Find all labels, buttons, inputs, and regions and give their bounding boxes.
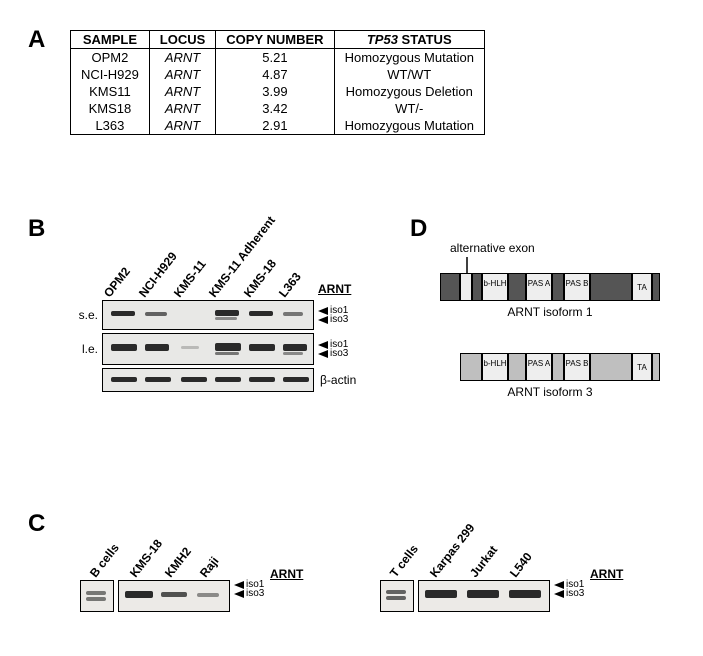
table-row: OPM2ARNT5.21Homozygous Mutation <box>71 49 485 67</box>
blot-row-le: l.e. iso1 iso3 <box>70 333 356 365</box>
blot-row-se: s.e. iso1 iso3 <box>70 300 356 330</box>
table-a: SAMPLE LOCUS COPY NUMBER TP53 STATUS OPM… <box>70 30 485 135</box>
lane-labels-b: OPM2 NCI-H929 KMS-11 KMS-11 Adherent KMS… <box>70 220 330 300</box>
table-row: SAMPLE LOCUS COPY NUMBER TP53 STATUS <box>71 31 485 49</box>
blot-se <box>102 300 314 330</box>
panel-a-label: A <box>28 26 45 54</box>
blot-c-right <box>418 580 550 612</box>
col-sample: SAMPLE <box>71 31 150 49</box>
isoform3-bar: b-HLH PAS A PAS B TA <box>460 353 660 381</box>
panel-d-label: D <box>410 215 427 243</box>
panel-d: alternative exon b-HLH PAS A PAS B TA AR… <box>440 245 660 399</box>
figure: A SAMPLE LOCUS COPY NUMBER TP53 STATUS O… <box>20 20 683 636</box>
panel-b: OPM2 NCI-H929 KMS-11 KMS-11 Adherent KMS… <box>70 220 356 395</box>
col-copy: COPY NUMBER <box>216 31 334 49</box>
col-locus: LOCUS <box>149 31 216 49</box>
blot-actin <box>102 368 314 392</box>
table-row: NCI-H929ARNT4.87WT/WT <box>71 66 485 83</box>
blot-le <box>102 333 314 365</box>
table-row: KMS11ARNT3.99Homozygous Deletion <box>71 83 485 100</box>
arnt-header: ARNT <box>318 282 351 296</box>
col-tp53: TP53 STATUS <box>334 31 484 49</box>
table-row: L363ARNT2.91Homozygous Mutation <box>71 117 485 135</box>
arrow-iso: iso1 iso3 <box>314 306 348 324</box>
panel-c-label: C <box>28 510 45 538</box>
blot-bcells <box>80 580 114 612</box>
blot-tcells <box>380 580 414 612</box>
blot-c-left <box>118 580 230 612</box>
panel-c-left: B cells KMS-18 KMH2 Raji ARNT iso1 iso3 <box>80 520 303 612</box>
panel-b-label: B <box>28 215 45 243</box>
blot-row-actin: β-actin <box>70 368 356 392</box>
panel-c-right: T cells Karpas 299 Jurkat L540 ARNT iso1… <box>380 520 623 612</box>
table-row: KMS18ARNT3.42WT/- <box>71 100 485 117</box>
isoform1-bar: b-HLH PAS A PAS B TA <box>440 273 660 301</box>
